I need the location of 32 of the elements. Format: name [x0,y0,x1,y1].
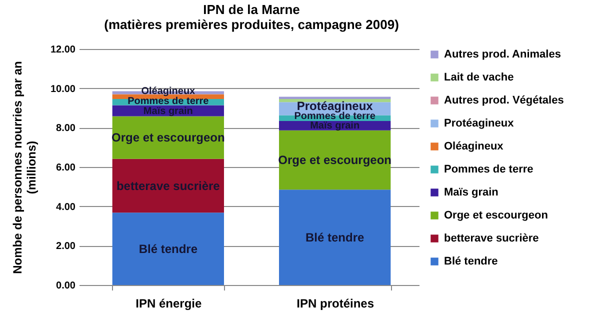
legend-label: betterave sucrière [444,232,539,244]
legend-label: Oléagineux [444,140,504,152]
y-tick-label: 0.00 [56,280,76,292]
text: Pommes de terre [128,96,209,107]
x-tick-label: IPN protéines [296,296,374,310]
legend-label: Maïs grain [444,186,499,198]
y-tick-label: 8.00 [56,123,76,134]
legend-label: Protéagineux [444,118,515,130]
text: Maïs grain [310,120,360,132]
y-tick-label: 4.00 [56,202,76,213]
bar [112,158,224,213]
text: Protéagineux [296,99,373,114]
y-tick-label: 6.00 [56,162,76,174]
text: Blé tendre [305,230,364,244]
y-tick-label: 12.00 [50,44,76,56]
bar [279,98,391,102]
text: betterave sucrière [116,178,220,193]
legend-label: Lait de vache [444,72,514,84]
bar [112,212,224,285]
y-tick-label: 10.00 [50,84,76,95]
y-axis-title: Nombe de personnes nourries par an (millions) [10,61,38,274]
text: Blé tendre [138,242,198,256]
text: Maïs grain [143,106,193,117]
legend-label: Autres prod. Animales [444,48,561,60]
legend-label: Orge et escourgeon [444,210,548,222]
legend-label: Autres prod. Végétales [444,94,564,106]
legend-label: Blé tendre [444,256,498,268]
legend-label: Pommes de terre [444,164,534,176]
chart-title: IPN de la Marne (matières premières produites, campagne 2009) [104,2,399,32]
y-tick-label: 2.00 [56,241,76,252]
x-tick-label: IPN énergie [136,296,202,310]
bar [279,190,391,285]
